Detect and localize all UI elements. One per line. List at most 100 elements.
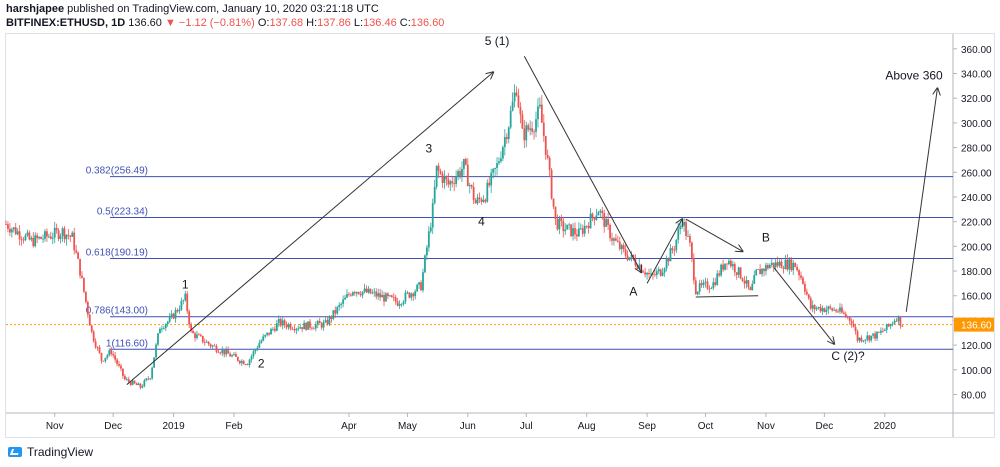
candle-body: [46, 231, 48, 237]
candle-body: [835, 309, 837, 312]
candle-body: [418, 282, 420, 285]
x-tick-label: May: [398, 421, 417, 432]
candle-body: [622, 245, 625, 250]
close-value: 136.60: [410, 17, 445, 29]
candle-body: [172, 313, 175, 319]
candle-body: [603, 213, 606, 227]
candle-body: [217, 351, 220, 353]
candle-body: [689, 236, 691, 243]
candle-body: [153, 357, 155, 368]
candle-body: [159, 328, 161, 334]
candle-body: [772, 262, 775, 268]
candle-body: [498, 161, 500, 164]
candle-body: [741, 278, 744, 281]
candle-body: [81, 275, 83, 278]
x-tick-label: Feb: [225, 421, 243, 432]
candle-body: [576, 234, 578, 237]
candle-body: [63, 228, 66, 240]
candle-body: [281, 320, 284, 326]
x-tick-label: 2019: [162, 421, 185, 432]
candle-body: [653, 274, 656, 276]
candle-body: [198, 334, 200, 336]
candle-body: [618, 241, 621, 250]
candle-body: [889, 324, 892, 327]
candle-body: [798, 270, 800, 276]
candle-body: [533, 131, 535, 133]
candle-body: [137, 383, 140, 386]
candle-body: [842, 312, 845, 314]
brand-name: TradingView: [27, 445, 94, 459]
candle-body: [145, 378, 148, 381]
candle-body: [122, 368, 124, 376]
candle-body: [449, 181, 452, 185]
candle-body: [455, 176, 458, 184]
y-tick-label: 360.00: [961, 45, 992, 56]
candle-body: [160, 328, 163, 330]
x-tick-label: Nov: [46, 421, 64, 432]
candle-body: [342, 299, 345, 304]
candle-body: [895, 320, 898, 322]
candle-body: [511, 101, 514, 111]
candle-body: [375, 291, 378, 297]
candle-body: [733, 264, 736, 273]
candle-body: [751, 283, 754, 291]
candle-body: [18, 231, 21, 240]
publisher-name: harshjapee: [6, 3, 65, 15]
candle-body: [560, 218, 563, 221]
candle-body: [211, 345, 214, 347]
candle-body: [554, 206, 557, 219]
candle-body: [221, 349, 224, 354]
candle-body: [383, 294, 385, 302]
candle-body: [262, 336, 265, 341]
candle-body: [488, 182, 491, 186]
candle-body: [856, 331, 859, 341]
candle-body: [451, 181, 454, 184]
candle-body: [720, 264, 723, 276]
candle-body: [36, 235, 39, 239]
candle-body: [5, 224, 7, 225]
candle-body: [519, 107, 522, 115]
candle-body: [77, 252, 79, 259]
x-tick-label: Apr: [341, 421, 357, 432]
candle-body: [79, 258, 81, 276]
candle-body: [815, 308, 818, 310]
candle-body: [831, 308, 834, 311]
candle-body: [537, 106, 539, 120]
candle-body: [891, 323, 894, 325]
candle-body: [406, 292, 409, 294]
candle-body: [763, 268, 765, 272]
candle-body: [550, 169, 553, 199]
candle-body: [644, 272, 647, 275]
candle-body: [558, 218, 561, 230]
candle-body: [166, 321, 169, 325]
candle-body: [182, 300, 185, 301]
y-tick-label: 300.00: [961, 119, 992, 130]
candle-body: [523, 128, 526, 141]
candle-body: [698, 283, 701, 292]
last-price-tag-label: 136.60: [961, 321, 992, 332]
fib-level-label: 0.5(223.34): [97, 207, 148, 218]
candle-body: [412, 293, 415, 297]
candle-body: [12, 227, 15, 230]
candle-body: [75, 250, 78, 253]
candle-body: [168, 317, 171, 322]
candle-body: [708, 288, 711, 290]
x-tick-label: Oct: [698, 421, 714, 432]
y-tick-label: 220.00: [961, 218, 992, 229]
candle-body: [73, 232, 76, 251]
candle-body: [314, 324, 317, 329]
wave-label: 3: [425, 142, 432, 156]
trend-drawing: [523, 55, 641, 272]
wave-label: 5 (1): [485, 34, 510, 48]
candle-body: [722, 264, 724, 270]
candle-body: [792, 262, 795, 271]
candle-body: [408, 292, 411, 298]
candle-body: [745, 280, 748, 284]
candle-body: [84, 291, 87, 303]
candle-body: [246, 364, 249, 366]
candle-body: [868, 335, 871, 341]
candles: [5, 84, 904, 390]
candle-body: [591, 213, 594, 218]
candle-body: [398, 304, 401, 306]
